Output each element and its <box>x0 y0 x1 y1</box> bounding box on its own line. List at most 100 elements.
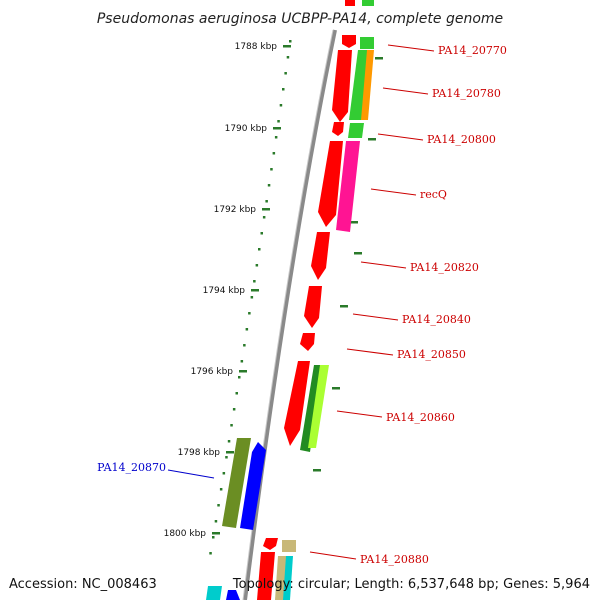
scale-dot <box>262 216 266 219</box>
gene-label[interactable]: PA14_20880 <box>360 553 429 566</box>
gene-arrow[interactable] <box>311 232 330 280</box>
scale-tick <box>262 208 270 211</box>
gene-features <box>206 0 374 600</box>
gene-arrow[interactable] <box>318 141 343 227</box>
gene-arrow[interactable] <box>332 122 344 136</box>
gene-arrow[interactable] <box>360 37 374 49</box>
label-leader-line <box>387 44 435 52</box>
scale-dot <box>277 120 280 123</box>
scale-label: 1792 kbp <box>214 205 257 215</box>
scale-dot <box>212 536 215 539</box>
gene-arrow[interactable] <box>300 365 322 452</box>
label-leader-line <box>382 87 429 95</box>
scale-tick <box>368 138 376 141</box>
gene-label[interactable]: PA14_20840 <box>402 313 471 326</box>
gene-label[interactable]: PA14_20780 <box>432 87 501 100</box>
scale-label: 1794 kbp <box>203 286 246 296</box>
scale-dot <box>243 344 246 347</box>
scale-tick <box>375 57 383 60</box>
gene-arrow[interactable] <box>263 538 278 550</box>
map-title: Pseudomonas aeruginosa UCBPP-PA14, compl… <box>97 11 503 27</box>
scale-dot <box>225 456 228 459</box>
gene-arrow[interactable] <box>308 365 329 448</box>
scale-dot <box>219 488 223 491</box>
label-leader-line <box>360 261 407 269</box>
gene-label[interactable]: PA14_20800 <box>427 133 496 146</box>
gene-label[interactable]: PA14_20850 <box>397 348 466 361</box>
gene-arrow[interactable] <box>304 286 322 328</box>
scale-dot <box>217 504 220 507</box>
scale-label: 1796 kbp <box>191 367 234 377</box>
scale-tick <box>212 532 220 535</box>
scale-dot <box>267 184 271 187</box>
label-leader-line <box>370 188 417 196</box>
scale-dot <box>253 280 256 283</box>
scale-dot <box>222 472 226 475</box>
gene-arrow[interactable] <box>348 123 364 138</box>
scale-dot <box>260 232 263 235</box>
genome-summary-text: Topology: circular; Length: 6,537,648 bp… <box>232 577 590 592</box>
scale-label: 1790 kbp <box>225 124 268 134</box>
scale-tick <box>350 221 358 224</box>
scale-tick <box>313 469 321 472</box>
scale-tick <box>354 252 362 255</box>
kbp-scale: 1788 kbp 1790 kbp 1792 kbp 1794 kbp 1796 kbp… <box>164 40 383 555</box>
scale-dot <box>238 376 241 379</box>
scale-tick <box>239 370 247 373</box>
scale-dot <box>289 40 292 43</box>
scale-tick <box>332 387 340 390</box>
label-leader-line <box>336 410 383 418</box>
scale-dot <box>248 312 251 315</box>
genome-backbone <box>243 29 337 600</box>
gene-arrow[interactable] <box>300 333 315 351</box>
gene-label[interactable]: recQ <box>420 188 447 201</box>
gene-label[interactable]: PA14_20870 <box>97 461 166 474</box>
scale-dot <box>230 424 233 427</box>
scale-dot <box>265 200 268 203</box>
label-leader-line <box>346 348 394 356</box>
scale-dot <box>286 56 290 59</box>
gene-arrow[interactable] <box>332 50 352 122</box>
gene-arrow[interactable] <box>283 556 293 600</box>
scale-dot <box>258 248 261 251</box>
gene-label[interactable]: PA14_20820 <box>410 261 479 274</box>
gene-arrow[interactable] <box>206 586 222 600</box>
label-leader-line <box>309 551 357 560</box>
label-leader-line <box>377 133 424 141</box>
gene-arrow[interactable] <box>222 438 251 528</box>
scale-tick <box>226 451 234 454</box>
gene-arrow[interactable] <box>257 552 275 600</box>
scale-label: 1800 kbp <box>164 529 207 539</box>
gene-arrow[interactable] <box>226 590 240 600</box>
scale-dot <box>279 104 283 107</box>
scale-dot <box>232 408 236 411</box>
scale-dot <box>214 520 218 523</box>
scale-dot <box>240 360 244 363</box>
gene-arrow[interactable] <box>361 50 374 120</box>
scale-dot <box>255 264 259 267</box>
gene-arrow[interactable] <box>362 0 374 6</box>
gene-arrow[interactable] <box>336 141 360 232</box>
scale-dot <box>245 328 249 331</box>
gene-arrow[interactable] <box>240 442 266 530</box>
scale-dot <box>272 152 276 155</box>
gene-arrow[interactable] <box>345 0 355 6</box>
scale-label: 1788 kbp <box>235 42 278 52</box>
gene-arrow[interactable] <box>342 35 356 48</box>
label-leader-line <box>167 469 215 479</box>
gene-label[interactable]: PA14_20860 <box>386 411 455 424</box>
gene-labels: PA14_20770 PA14_20780 PA14_20800 recQ PA14_2… <box>97 44 507 566</box>
label-leader-line <box>352 313 399 321</box>
scale-tick <box>283 45 291 48</box>
scale-dot <box>274 136 278 139</box>
gene-arrow[interactable] <box>284 361 310 446</box>
gene-arrow[interactable] <box>282 540 296 552</box>
scale-dot <box>227 440 231 443</box>
scale-dot <box>270 168 273 171</box>
scale-label: 1798 kbp <box>178 448 221 458</box>
scale-dot <box>209 552 212 555</box>
gene-label[interactable]: PA14_20770 <box>438 44 507 57</box>
scale-dot <box>235 392 238 395</box>
scale-tick <box>251 289 259 292</box>
